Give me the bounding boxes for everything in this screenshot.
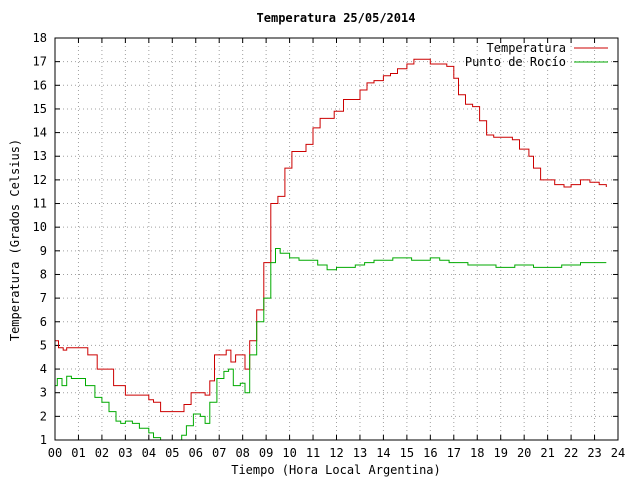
x-tick-label: 01 <box>71 446 85 460</box>
x-tick-label: 17 <box>447 446 461 460</box>
x-tick-label: 04 <box>142 446 156 460</box>
y-tick-label: 11 <box>33 197 47 211</box>
x-tick-label: 07 <box>212 446 226 460</box>
x-tick-label: 08 <box>235 446 249 460</box>
y-tick-label: 5 <box>40 338 47 352</box>
legend: Temperatura Punto de Rocío <box>465 41 608 69</box>
y-tick-label: 16 <box>33 78 47 92</box>
y-tick-label: 6 <box>40 315 47 329</box>
x-tick-label: 09 <box>259 446 273 460</box>
x-axis-ticks: 00 01 02 03 04 05 06 07 08 09 10 11 12 13 14 15 16 17 18 19… <box>48 38 625 460</box>
y-tick-label: 10 <box>33 220 47 234</box>
y-tick-label: 18 <box>33 31 47 45</box>
plot-frame <box>54 37 619 441</box>
series-line-punto-de-rocio <box>55 248 607 440</box>
y-tick-label: 14 <box>33 126 47 140</box>
y-tick-label: 15 <box>33 102 47 116</box>
x-tick-label: 00 <box>48 446 62 460</box>
x-tick-label: 20 <box>517 446 531 460</box>
x-tick-label: 19 <box>493 446 507 460</box>
x-tick-label: 14 <box>376 446 390 460</box>
x-tick-label: 05 <box>165 446 179 460</box>
x-tick-label: 11 <box>306 446 320 460</box>
x-tick-label: 02 <box>95 446 109 460</box>
y-tick-label: 17 <box>33 55 47 69</box>
series-line-temperatura <box>55 58 607 413</box>
x-tick-label: 10 <box>282 446 296 460</box>
legend-label-punto-de-rocio: Punto de Rocío <box>465 55 566 69</box>
y-tick-label: 4 <box>40 362 47 376</box>
x-axis-label: Tiempo (Hora Local Argentina) <box>231 463 441 477</box>
x-tick-label: 21 <box>540 446 554 460</box>
x-tick-label: 24 <box>611 446 625 460</box>
chart-title: Temperatura 25/05/2014 <box>257 11 416 25</box>
x-tick-label: 15 <box>400 446 414 460</box>
x-tick-label: 16 <box>423 446 437 460</box>
x-tick-label: 18 <box>470 446 484 460</box>
legend-label-temperatura: Temperatura <box>487 41 566 55</box>
y-tick-label: 9 <box>40 244 47 258</box>
x-tick-label: 06 <box>189 446 203 460</box>
y-tick-label: 3 <box>40 386 47 400</box>
series-layer <box>55 58 607 440</box>
x-tick-label: 13 <box>353 446 367 460</box>
y-tick-label: 13 <box>33 149 47 163</box>
y-axis-label: Temperatura (Grados Celsius) <box>8 139 22 341</box>
grid-layer <box>55 38 618 440</box>
y-tick-label: 12 <box>33 173 47 187</box>
y-tick-label: 2 <box>40 409 47 423</box>
x-tick-label: 12 <box>329 446 343 460</box>
y-tick-label: 7 <box>40 291 47 305</box>
y-tick-label: 8 <box>40 267 47 281</box>
x-tick-label: 23 <box>587 446 601 460</box>
x-tick-label: 22 <box>564 446 578 460</box>
x-tick-label: 03 <box>118 446 132 460</box>
y-tick-label: 1 <box>40 433 47 447</box>
